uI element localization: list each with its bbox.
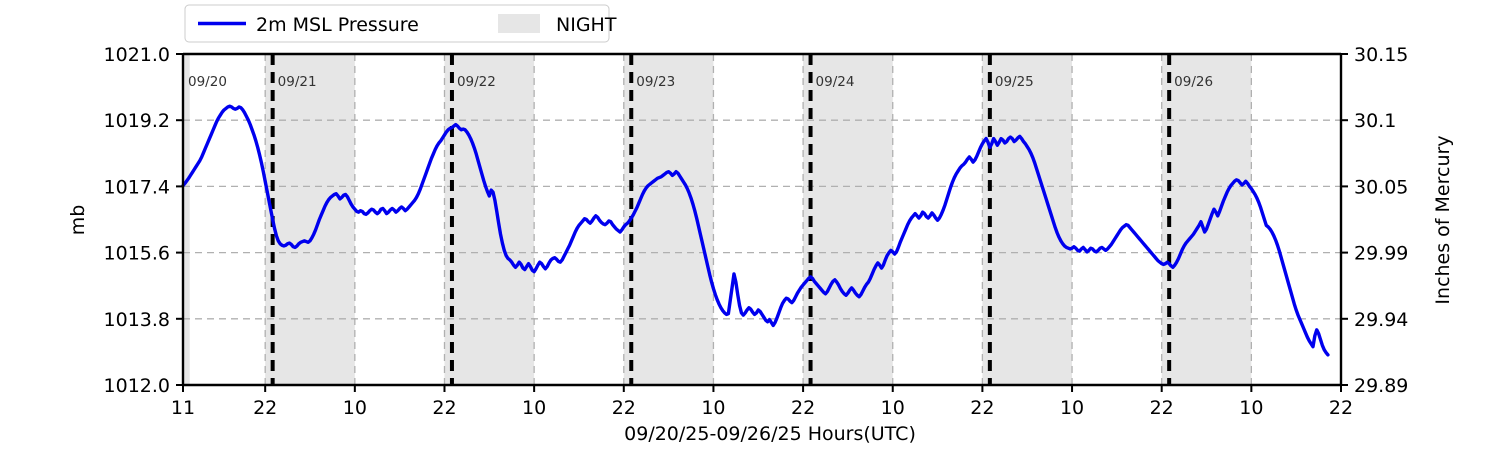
x-tick-group: 11 22 10 22 10 22 10 22 10 22 10 22 10 22 [171,385,1353,419]
night-band [803,54,893,385]
x-tick-label: 22 [253,397,277,419]
day-label: 09/23 [636,74,675,90]
y-axis-left-label: mb [67,205,89,236]
legend-patch-swatch-night [498,14,540,33]
y-tick-label-left: 1015.6 [104,243,170,265]
y-tick-label-right: 29.89 [1354,375,1408,397]
y-tick-label-left: 1012.0 [104,375,170,397]
x-tick-label: 10 [522,397,546,419]
x-tick-label: 22 [432,397,456,419]
night-shading-group [183,54,1252,385]
y-tick-right-group: 30.15 30.1 30.05 29.99 29.94 29.89 [1341,44,1408,397]
legend-label-pressure: 2m MSL Pressure [256,14,419,36]
day-label: 09/21 [278,74,317,90]
day-label: 09/20 [188,74,227,90]
y-tick-left-group: 1021.0 1019.2 1017.4 1015.6 1013.8 1012.0 [104,44,183,397]
y-tick-label-left: 1017.4 [104,176,170,198]
y-axis-right-label: Inches of Mercury [1432,135,1454,304]
x-tick-label: 11 [171,397,195,419]
series-group [181,104,1330,357]
day-label: 09/25 [995,74,1034,90]
series-line-pressure [181,104,1330,357]
axes-frame [181,52,1343,387]
x-tick-label: 22 [1329,397,1353,419]
night-band [444,54,535,385]
gridlines-group [183,54,1341,385]
x-tick-label: 10 [881,397,905,419]
x-tick-label: 10 [343,397,367,419]
night-band [1161,54,1252,385]
legend-label-night: NIGHT [556,14,617,36]
day-label: 09/24 [816,74,855,90]
night-band [623,54,714,385]
y-tick-label-right: 29.99 [1354,243,1408,265]
x-axis-label: 09/20/25-09/26/25 Hours(UTC) [624,423,916,445]
night-band [265,54,355,385]
x-tick-label: 10 [1060,397,1084,419]
y-tick-label-left: 1019.2 [104,110,170,132]
chart-legend: 2m MSL Pressure NIGHT [184,4,617,43]
x-tick-label: 22 [612,397,636,419]
y-tick-label-right: 30.15 [1354,44,1408,66]
y-tick-label-left: 1013.8 [104,309,170,331]
day-label-group: 09/20 09/21 09/22 09/23 09/24 09/25 09/26 [188,74,1213,90]
day-label: 09/22 [457,74,496,90]
y-tick-label-right: 29.94 [1354,309,1408,331]
night-band [183,54,190,385]
x-tick-label: 10 [1239,397,1263,419]
x-tick-label: 22 [1150,397,1174,419]
y-tick-label-right: 30.05 [1354,176,1408,198]
x-tick-label: 22 [970,397,994,419]
night-band [982,54,1073,385]
x-tick-label: 10 [701,397,725,419]
y-tick-label-left: 1021.0 [104,44,170,66]
day-label: 09/26 [1174,74,1213,90]
day-divider-group [270,54,1172,385]
x-tick-label: 22 [791,397,815,419]
y-tick-label-right: 30.1 [1354,110,1396,132]
